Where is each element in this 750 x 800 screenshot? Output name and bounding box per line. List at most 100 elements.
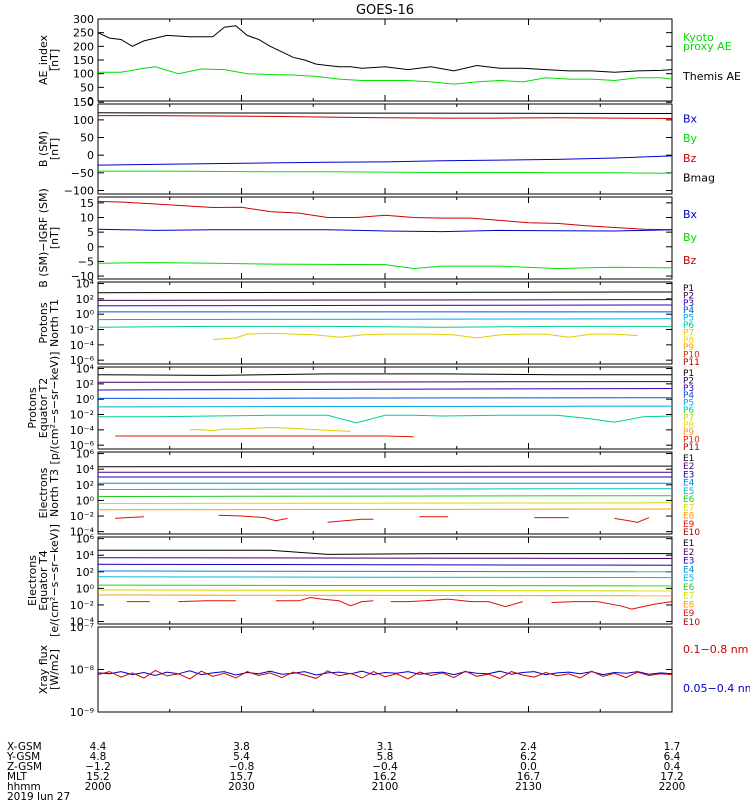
footer-row-label: 2019 Jun 27 [7, 791, 70, 800]
y-axis-label: [W/m2] [48, 649, 61, 690]
legend-item: P1 [683, 369, 694, 379]
footer-value: 6.4 [664, 751, 681, 763]
y-tick-label: 100 [73, 68, 94, 81]
panel-3: −10 −50 510 15 B (SM)−IGRF (SM)[nT] Bx By Bz [37, 188, 698, 288]
y-tick-label: 10⁻⁴ [70, 616, 95, 629]
y-axis-label: North T3 [48, 469, 61, 517]
y-tick-label: 10⁻² [70, 409, 94, 422]
y-tick-label: −50 [71, 167, 94, 180]
legend-item: E5 [683, 574, 694, 584]
legend-item: Kyoto [683, 31, 714, 44]
y-tick-label: 10² [76, 479, 94, 492]
series-group [98, 465, 672, 523]
footer-value: 2100 [372, 781, 399, 793]
y-tick-label: 10⁴ [76, 278, 95, 291]
footer-value: 4.4 [90, 741, 107, 753]
legend-item: P10 [683, 351, 700, 361]
legend-item: P2 [683, 376, 694, 386]
footer-value: 0.0 [520, 761, 537, 773]
y-axis-label: Equator T2 [37, 378, 50, 438]
y-tick-label: 10⁻² [70, 510, 94, 523]
legend-item: P2 [683, 291, 694, 301]
series-line-e1 [98, 549, 672, 555]
legend-item: P11 [683, 443, 700, 453]
series-group [98, 112, 672, 174]
y-tick-label: 100 [73, 114, 94, 127]
legend-item: P6 [683, 406, 694, 416]
y-tick-label: −10 [71, 270, 94, 283]
footer-row-label: MLT [7, 771, 27, 783]
legend-item: P3 [683, 384, 694, 394]
footer-value: 2130 [515, 781, 542, 793]
legend-item: E2 [683, 462, 694, 472]
series-line-p2 [98, 299, 672, 301]
series-line-e1 [98, 465, 672, 468]
footer-value: 6.2 [520, 751, 537, 763]
y-tick-label: 10² [76, 293, 94, 306]
panel-frame [97, 281, 673, 365]
footer-value: −0.4 [372, 761, 398, 773]
y-tick-label: 10 [80, 212, 94, 225]
footer-value: 16.7 [517, 771, 540, 783]
y-axis-label: [e/(cm²−s−sr−keV)] [48, 524, 61, 637]
footer-value: −1.2 [85, 761, 111, 773]
series-line-e6 [98, 584, 672, 587]
y-tick-label: 10⁶ [76, 448, 95, 461]
legend-item: P4 [683, 391, 694, 401]
series-line-e9b [178, 600, 236, 603]
legend-item: P10 [683, 436, 700, 446]
series-group [98, 25, 672, 85]
legend-item: P5 [683, 314, 694, 324]
panel-8: 10⁻⁷ 10⁻⁸ 10⁻⁹ Xray flux[W/m2] 0.1−0.8 nm 0.0… [37, 621, 750, 719]
y-axis-label: [nT] [48, 227, 61, 249]
panel-frame [97, 451, 673, 535]
panel-2: −100 −50 0 50 100 150 B (SM)[nT] Bx By Bz Bmag [37, 96, 715, 197]
panel-frame [97, 196, 673, 280]
series-line-p5 [98, 318, 672, 321]
legend-item: E3 [683, 470, 694, 480]
legend-item: Bx [683, 208, 698, 221]
panel-frame [97, 626, 673, 713]
legend-item: E4 [683, 479, 695, 489]
legend-item: E8 [683, 600, 695, 610]
series-line-by [98, 170, 672, 174]
series-line-e5 [98, 488, 672, 490]
series-line-e9b [218, 514, 288, 522]
series-line-e7 [98, 502, 672, 504]
footer-value: 2200 [659, 781, 686, 793]
series-line-e9c [275, 596, 374, 607]
legend-item: E3 [683, 557, 694, 567]
series-line-e3 [98, 563, 672, 566]
legend-item: E5 [683, 487, 694, 497]
legend-item: P9 [683, 428, 694, 438]
footer-value: 2000 [85, 781, 112, 793]
series-line-p5 [98, 405, 672, 408]
y-tick-label: 300 [73, 13, 94, 26]
legend-item: E2 [683, 548, 694, 558]
series-line-0-05-0-4-nm [98, 670, 672, 677]
y-tick-label: 200 [73, 40, 94, 53]
y-tick-label: 10⁰ [76, 582, 95, 595]
series-line-themis-ae [98, 25, 672, 73]
series-line-p7 [189, 426, 351, 432]
footer-value: 5.8 [377, 751, 394, 763]
legend-item: Bmag [683, 171, 715, 184]
legend-item: By [683, 132, 698, 145]
y-tick-label: 10⁰ [76, 494, 95, 507]
footer-value: 1.7 [664, 741, 681, 753]
legend-item: E9 [683, 609, 695, 619]
y-axis-label: Electrons [26, 555, 39, 606]
y-axis-label: North T1 [48, 299, 61, 347]
legend-item: E7 [683, 503, 694, 513]
y-tick-label: 10⁴ [76, 549, 95, 562]
footer-value: 5.4 [233, 751, 250, 763]
y-tick-label: 150 [73, 54, 94, 67]
series-line-p3 [98, 304, 672, 307]
y-tick-label: −5 [78, 255, 94, 268]
legend-item: E9 [683, 520, 695, 530]
series-line-bx [98, 155, 672, 166]
y-tick-label: 10⁻⁴ [70, 526, 95, 539]
